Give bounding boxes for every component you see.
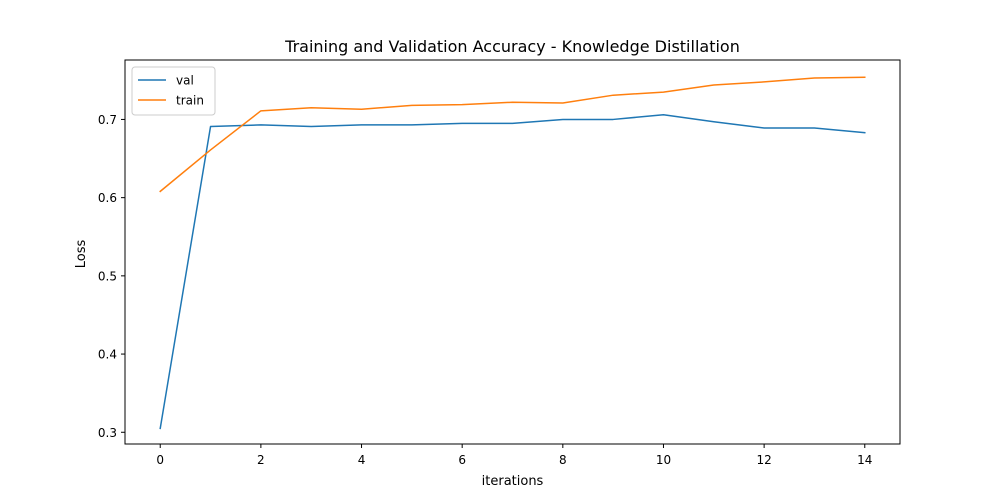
y-tick-label: 0.5	[98, 269, 117, 283]
plot-frame	[124, 59, 901, 445]
y-tick-label: 0.7	[98, 113, 117, 127]
x-axis: 0 2 4 6 8 10 12 14	[156, 444, 872, 467]
series-line-val	[159, 114, 866, 430]
chart-title: Training and Validation Accuracy - Knowl…	[284, 37, 740, 56]
x-tick-label: 4	[358, 453, 366, 467]
legend-label-train: train	[176, 94, 204, 108]
y-axis: 0.3 0.4 0.5 0.6 0.7	[98, 113, 125, 440]
y-tick-label: 0.3	[98, 426, 117, 440]
x-tick-label: 2	[257, 453, 265, 467]
plot-lines	[159, 76, 866, 430]
x-tick-label: 0	[156, 453, 164, 467]
x-axis-label: iterations	[482, 474, 544, 489]
legend-box	[131, 66, 216, 116]
y-axis-label: Loss	[74, 240, 89, 269]
x-tick-label: 8	[559, 453, 567, 467]
x-tick-label: 6	[458, 453, 466, 467]
x-tick-label: 12	[756, 453, 771, 467]
y-tick-label: 0.4	[98, 348, 117, 362]
x-tick-label: 10	[656, 453, 671, 467]
y-tick-label: 0.6	[98, 191, 117, 205]
legend: val train	[131, 66, 216, 116]
legend-label-val: val	[176, 74, 194, 88]
series-line-train	[159, 76, 866, 193]
x-tick-label: 14	[857, 453, 872, 467]
